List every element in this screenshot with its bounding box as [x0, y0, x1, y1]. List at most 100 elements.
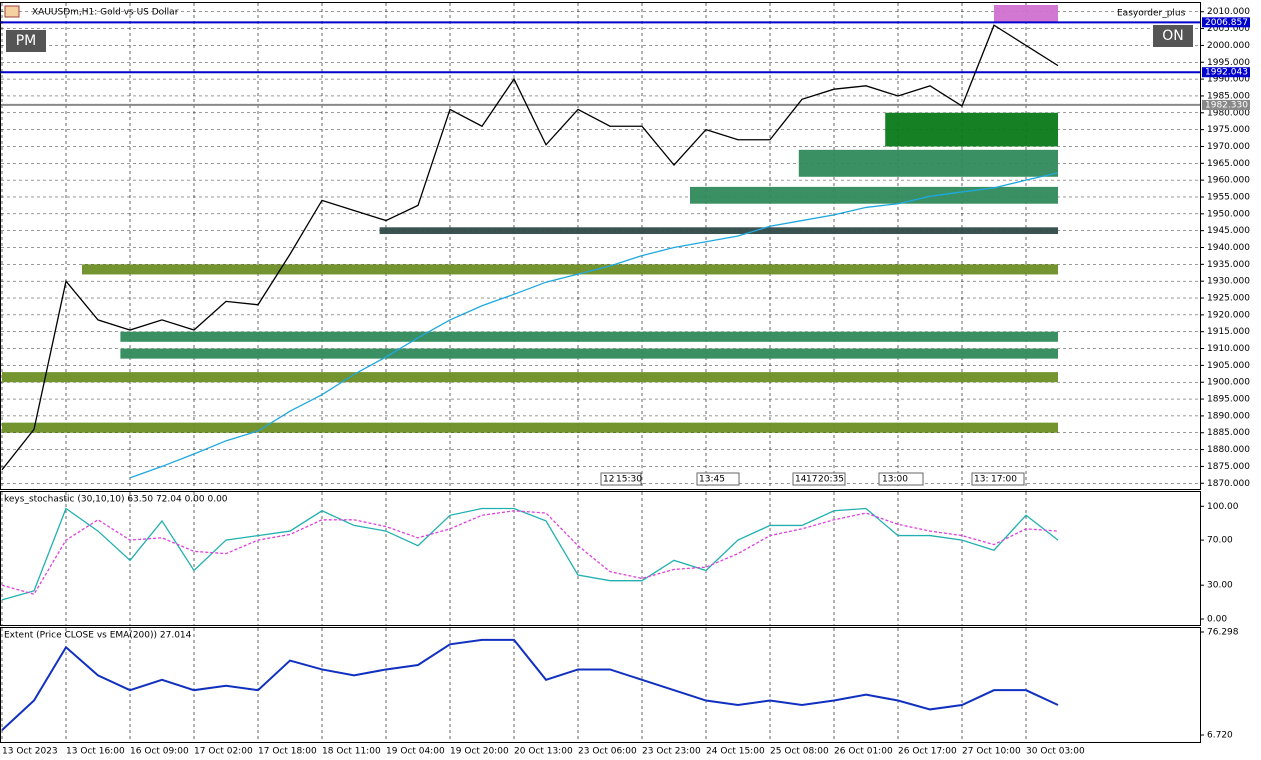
price-label-bg: [1202, 17, 1250, 28]
x-tick-label: 18 Oct 11:00: [322, 747, 381, 757]
zone: [690, 186, 1058, 204]
marker-box: [878, 472, 924, 486]
x-tick-label: 26 Oct 01:00: [834, 747, 893, 757]
y-tick-label: 2005.000: [1207, 24, 1250, 34]
zone: [994, 5, 1058, 22]
pm-button-label[interactable]: PM: [16, 33, 37, 49]
main-panel: [0, 2, 1201, 490]
zone: [798, 149, 1058, 177]
price-label-bg: [1202, 67, 1250, 78]
series-line: [1, 638, 1059, 731]
time-marker: 17: [806, 475, 817, 485]
x-tick-label: 27 Oct 10:00: [962, 747, 1021, 757]
y-tick-label: 0.00: [1207, 615, 1227, 625]
time-marker: 13:45: [699, 475, 725, 485]
time-marker: 12: [603, 475, 614, 485]
price-label: 1992.043: [1205, 68, 1248, 78]
y-tick-label: 1880.000: [1207, 445, 1250, 455]
price-label-bg: [1202, 99, 1250, 110]
zone: [120, 331, 1058, 342]
time-marker: 14: [795, 475, 807, 485]
zone: [2, 372, 1058, 383]
y-tick-label: 1970.000: [1207, 142, 1250, 152]
marker-box: [696, 472, 740, 486]
x-tick-label: 19 Oct 04:00: [386, 747, 445, 757]
y-tick-label: 1905.000: [1207, 361, 1250, 371]
y-tick-label: 1870.000: [1207, 479, 1250, 489]
series-line: [1, 507, 1059, 601]
y-tick-label: 1955.000: [1207, 192, 1250, 202]
zone: [120, 348, 1058, 359]
x-tick-label: 13 Oct 2023: [2, 747, 58, 757]
y-tick-label: 1965.000: [1207, 159, 1250, 169]
y-tick-label: 1925.000: [1207, 294, 1250, 304]
stochastic-panel: [0, 491, 1201, 626]
chart-icon: [4, 5, 20, 18]
y-tick-label: 1985.000: [1207, 91, 1250, 101]
marker-box: [792, 472, 846, 486]
y-tick-label: 1950.000: [1207, 209, 1250, 219]
y-tick-label: 1890.000: [1207, 411, 1250, 421]
expert-name: Easyorder_plus: [1117, 9, 1186, 19]
x-tick-label: 23 Oct 06:00: [578, 747, 637, 757]
y-tick-label: 1910.000: [1207, 344, 1250, 354]
panel-title: keys_stochastic (30,10,10) 63.50 72.04 0…: [4, 495, 228, 505]
x-tick-label: 13 Oct 16:00: [66, 747, 125, 757]
y-tick-label: 1875.000: [1207, 462, 1250, 472]
series-line: [129, 172, 1059, 479]
x-tick-label: 17 Oct 18:00: [258, 747, 317, 757]
time-markers: 12 15:30 13:45 14 17 20:35 13:00 13: 17:…: [600, 472, 1025, 486]
time-marker: 17:00: [991, 475, 1017, 485]
extent-panel: [0, 627, 1201, 743]
zone: [82, 264, 1058, 275]
x-tick-label: 16 Oct 09:00: [130, 747, 189, 757]
time-marker: 20:35: [818, 475, 844, 485]
y-tick-label: 76.298: [1207, 628, 1239, 638]
y-tick-label: 1915.000: [1207, 327, 1250, 337]
y-tick-label: 1940.000: [1207, 243, 1250, 253]
chart-title: XAUUSDm,H1: Gold vs US Dollar: [32, 8, 179, 18]
y-tick-label: 1930.000: [1207, 277, 1250, 287]
series-line: [1, 510, 1059, 595]
marker-box: [600, 472, 642, 486]
y-tick-label: 1945.000: [1207, 226, 1250, 236]
y-tick-label: 6.720: [1207, 731, 1233, 741]
x-tick-label: 17 Oct 02:00: [194, 747, 253, 757]
pm-button[interactable]: PM: [6, 30, 46, 52]
x-tick-label: 23 Oct 23:00: [642, 747, 701, 757]
x-tick-label: 26 Oct 17:00: [898, 747, 957, 757]
time-marker: 13:00: [882, 475, 908, 485]
y-tick-label: 1990.000: [1207, 75, 1250, 85]
x-tick-label: 30 Oct 03:00: [1026, 747, 1085, 757]
x-tick-label: 19 Oct 20:00: [450, 747, 509, 757]
on-button[interactable]: ON: [1153, 25, 1193, 47]
x-tick-label: 24 Oct 15:00: [706, 747, 765, 757]
zone: [885, 112, 1058, 147]
marker-box: [971, 472, 1025, 486]
y-tick-label: 1960.000: [1207, 176, 1250, 186]
y-tick-label: 30.00: [1207, 581, 1233, 591]
plot-layer: [1, 3, 1204, 742]
time-marker: 15:30: [616, 475, 642, 485]
on-button-bg[interactable]: [1153, 25, 1193, 47]
y-tick-label: 2000.000: [1207, 41, 1250, 51]
zone: [2, 422, 1058, 433]
y-tick-label: 1980.000: [1207, 108, 1250, 118]
y-tick-label: 70.00: [1207, 536, 1233, 546]
y-tick-label: 2010.000: [1207, 7, 1250, 17]
y-tick-label: 1995.000: [1207, 58, 1250, 68]
y-tick-label: 1920.000: [1207, 310, 1250, 320]
pm-button-bg[interactable]: [6, 30, 46, 52]
y-tick-label: 1885.000: [1207, 428, 1250, 438]
series-line: [1, 24, 1059, 471]
on-button-label[interactable]: ON: [1162, 28, 1184, 44]
y-tick-label: 1935.000: [1207, 260, 1250, 270]
x-tick-label: 25 Oct 08:00: [770, 747, 829, 757]
zone: [379, 227, 1059, 235]
y-tick-label: 1900.000: [1207, 378, 1250, 388]
y-tick-label: 100.00: [1207, 502, 1239, 512]
y-tick-label: 1895.000: [1207, 395, 1250, 405]
price-label: 2006.857: [1205, 18, 1248, 28]
time-marker: 13:: [974, 475, 988, 485]
